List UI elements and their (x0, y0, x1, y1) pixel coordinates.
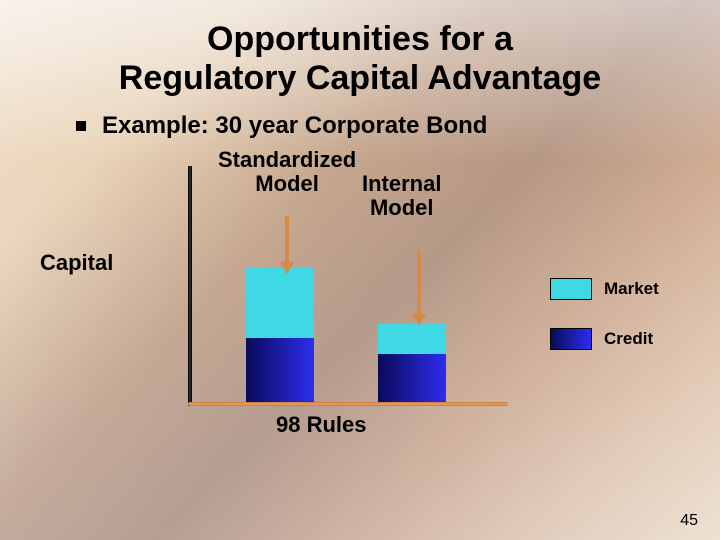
label-x-axis: 98 Rules (276, 412, 367, 438)
legend-row: Market (550, 278, 690, 300)
bar-internal (378, 324, 446, 402)
legend-label: Market (604, 279, 659, 299)
legend-swatch (550, 278, 592, 300)
legend-row: Credit (550, 328, 690, 350)
bar-seg-credit (246, 338, 314, 402)
bullet-text: Example: 30 year Corporate Bond (102, 112, 487, 140)
label-y-axis: Capital (40, 250, 113, 276)
slide-title: Opportunities for a Regulatory Capital A… (40, 20, 680, 98)
legend: Market Credit (550, 278, 690, 378)
bullet-row: Example: 30 year Corporate Bond (76, 112, 680, 140)
content-area: Standardized Model Internal Model Capita… (40, 148, 680, 488)
legend-swatch (550, 328, 592, 350)
title-line-1: Opportunities for a (207, 20, 513, 58)
std-arrow-icon (278, 216, 296, 279)
page-number: 45 (680, 512, 698, 530)
title-line-2: Regulatory Capital Advantage (119, 59, 601, 97)
bullet-icon (76, 121, 86, 131)
bar-standardized (246, 268, 314, 402)
y-axis-line (188, 166, 192, 406)
bar-seg-credit (378, 354, 446, 402)
int-arrow-icon (410, 250, 428, 331)
chart-area (188, 166, 508, 406)
legend-label: Credit (604, 329, 653, 349)
slide-root: Opportunities for a Regulatory Capital A… (0, 0, 720, 540)
x-axis-line (188, 402, 508, 406)
